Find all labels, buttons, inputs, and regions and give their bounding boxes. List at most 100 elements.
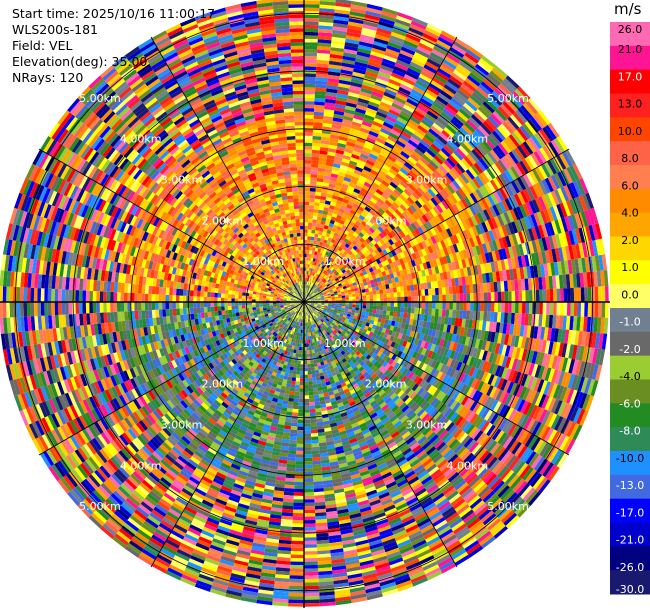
velocity-cell [373, 191, 382, 199]
velocity-cell [411, 150, 422, 160]
velocity-cell [435, 71, 450, 82]
velocity-cell [353, 188, 361, 194]
velocity-cell [334, 5, 351, 12]
velocity-cell [377, 24, 393, 32]
velocity-cell [410, 89, 424, 98]
velocity-cell [314, 108, 325, 113]
velocity-cell [312, 279, 315, 284]
velocity-cell [415, 48, 430, 59]
velocity-cell [368, 200, 376, 207]
velocity-cell [361, 27, 377, 35]
velocity-cell [330, 50, 344, 56]
velocity-cell [310, 170, 318, 175]
velocity-cell [319, 153, 328, 159]
velocity-cell [434, 119, 446, 130]
velocity-cell [304, 177, 311, 181]
velocity-cell [381, 98, 393, 106]
velocity-cell [356, 101, 369, 108]
velocity-cell [426, 148, 437, 158]
velocity-cell [368, 153, 378, 160]
velocity-cell [413, 130, 425, 140]
velocity-cell [352, 296, 356, 300]
velocity-cell [368, 172, 377, 179]
velocity-cell [408, 183, 417, 192]
velocity-cell [390, 149, 401, 157]
velocity-cell [315, 277, 318, 281]
velocity-cell [310, 240, 314, 244]
velocity-cell [454, 91, 468, 103]
velocity-cell [330, 216, 337, 222]
velocity-cell [446, 103, 459, 114]
velocity-cell [318, 18, 334, 23]
velocity-cell [304, 118, 314, 123]
velocity-cell [448, 309, 453, 318]
velocity-cell [384, 88, 397, 97]
velocity-cell [371, 286, 376, 292]
velocity-cell [442, 59, 457, 70]
velocity-cell [351, 153, 360, 160]
velocity-cell [334, 261, 339, 266]
velocity-cell [356, 181, 364, 188]
velocity-cell [532, 289, 537, 302]
velocity-cell [450, 137, 461, 148]
velocity-cell [340, 65, 354, 72]
velocity-cell [372, 294, 377, 299]
velocity-cell [424, 165, 434, 175]
velocity-cell [409, 116, 421, 125]
velocity-cell [305, 267, 308, 271]
velocity-cell [601, 302, 606, 318]
velocity-cell [365, 311, 369, 316]
velocity-cell [399, 110, 412, 119]
velocity-cell [358, 94, 371, 101]
velocity-cell [310, 260, 313, 265]
velocity-cell [380, 205, 388, 212]
velocity-cell [403, 161, 413, 171]
velocity-cell [423, 92, 437, 102]
velocity-cell [314, 285, 318, 290]
velocity-cell [387, 112, 399, 120]
velocity-cell [491, 67, 506, 81]
velocity-cell [343, 238, 349, 244]
velocity-cell [318, 14, 335, 20]
velocity-cell [315, 77, 328, 82]
velocity-cell [363, 165, 372, 173]
velocity-cell [497, 302, 502, 313]
velocity-cell [429, 52, 445, 62]
velocity-cell [355, 58, 369, 65]
velocity-cell [404, 36, 420, 46]
velocity-cell [315, 226, 320, 231]
velocity-cell [466, 75, 481, 87]
velocity-cell [340, 186, 348, 192]
velocity-cell [442, 108, 455, 119]
velocity-cell [401, 164, 411, 173]
velocity-cell [378, 68, 393, 76]
velocity-cell [430, 104, 443, 115]
velocity-cell [484, 75, 499, 89]
velocity-cell [478, 83, 492, 97]
velocity-cell [318, 157, 327, 162]
velocity-cell [350, 78, 364, 85]
velocity-cell [335, 100, 347, 106]
velocity-cell [352, 150, 362, 157]
velocity-cell [494, 302, 498, 313]
velocity-cell [375, 176, 384, 183]
velocity-cell [424, 289, 429, 296]
velocity-cell [378, 104, 390, 113]
velocity-cell [375, 201, 383, 208]
velocity-cell [328, 183, 336, 189]
velocity-cell [309, 198, 315, 203]
velocity-cell [382, 310, 387, 315]
velocity-cell [351, 206, 358, 212]
velocity-cell [330, 258, 335, 263]
velocity-cell [397, 183, 406, 192]
velocity-cell [390, 165, 400, 174]
velocity-cell [421, 153, 432, 163]
velocity-cell [378, 170, 387, 178]
velocity-cell [338, 256, 344, 261]
velocity-cell [364, 206, 372, 213]
velocity-cell [313, 209, 319, 213]
velocity-cell [350, 218, 357, 224]
velocity-cell [389, 105, 402, 114]
velocity-cell [357, 134, 368, 141]
velocity-cell [345, 105, 356, 112]
